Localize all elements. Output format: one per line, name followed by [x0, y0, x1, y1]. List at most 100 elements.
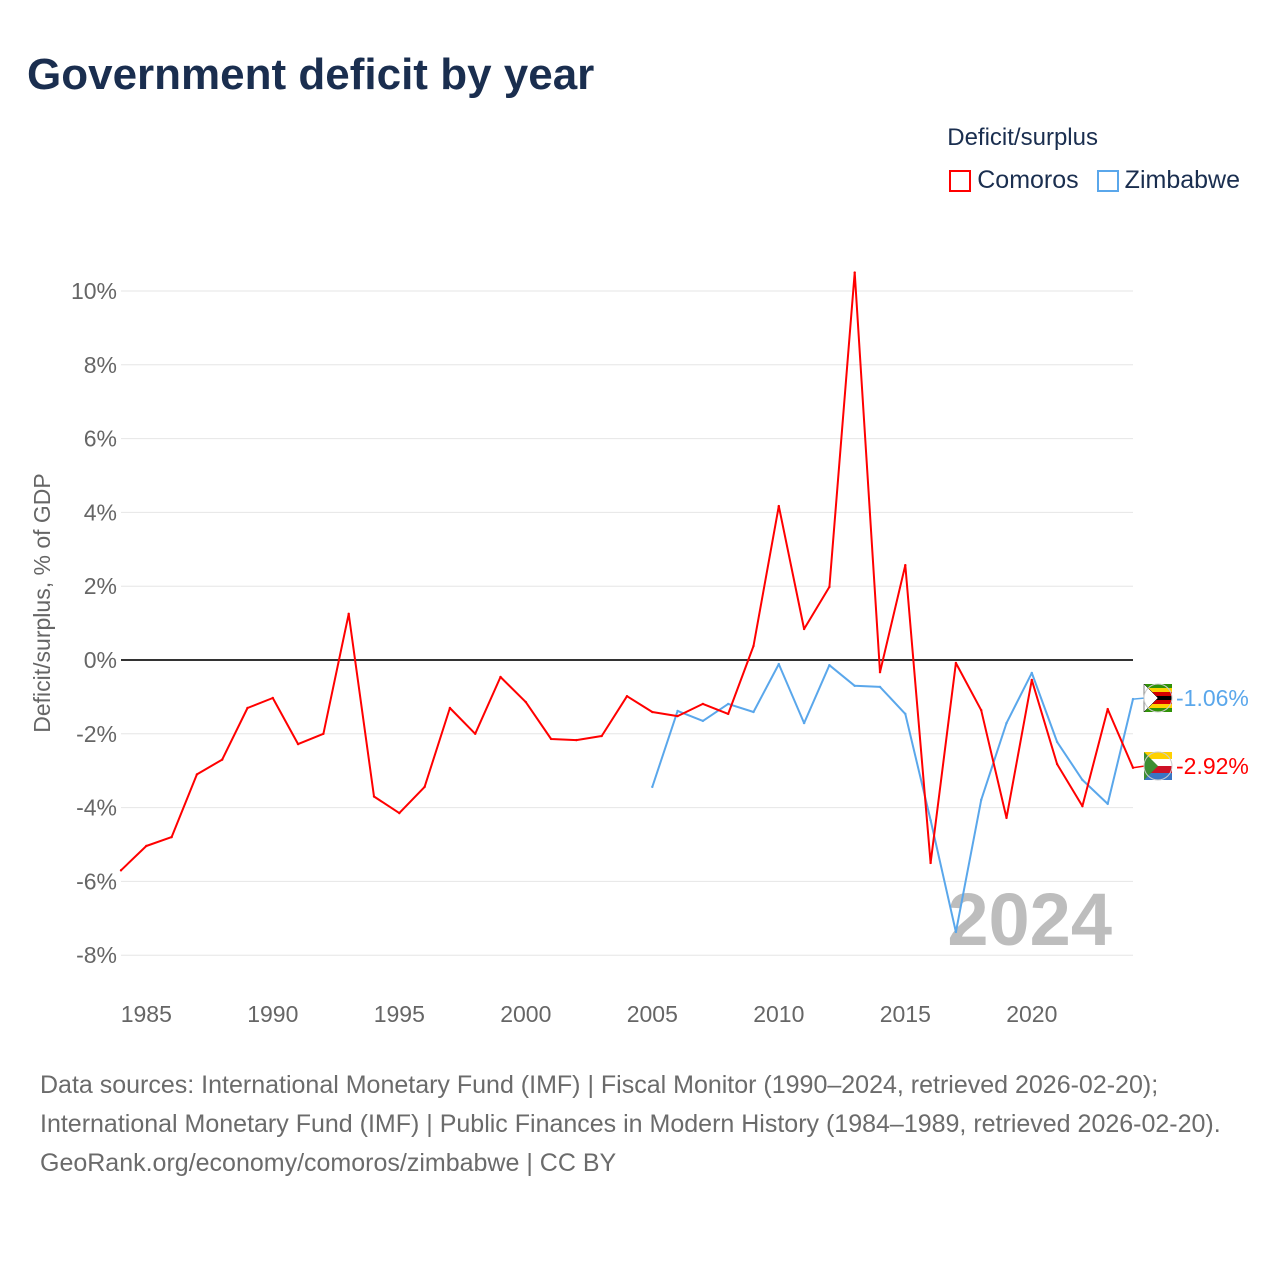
data-point-comoros: [1005, 816, 1008, 820]
y-tick-label: 0%: [84, 647, 117, 673]
footer: Data sources: International Monetary Fun…: [40, 1066, 1240, 1183]
data-point-comoros: [701, 702, 705, 706]
data-point-comoros: [904, 563, 907, 567]
data-point-comoros: [474, 732, 477, 735]
year-watermark: 2024: [947, 878, 1112, 961]
data-point-comoros: [221, 758, 224, 761]
flag-stripe: [1144, 766, 1172, 773]
x-tick-label: 2010: [753, 1001, 804, 1027]
data-point-comoros: [676, 714, 679, 718]
data-point-comoros: [575, 738, 578, 742]
data-point-comoros: [448, 706, 452, 710]
data-point-comoros: [195, 773, 199, 776]
data-point-comoros: [372, 795, 376, 798]
data-point-zimbabwe: [676, 709, 679, 713]
legend: Deficit/surplus Comoros Zimbabwe: [947, 124, 1240, 195]
flag-stripe: [1144, 684, 1172, 688]
data-point-comoros: [246, 706, 249, 710]
data-point-comoros: [600, 734, 603, 738]
data-point-comoros: [651, 710, 654, 714]
data-point-comoros: [145, 844, 148, 848]
data-point-comoros: [1055, 762, 1059, 766]
data-point-comoros: [524, 700, 527, 704]
data-point-comoros: [954, 661, 958, 665]
credit-link[interactable]: GeoRank.org/economy/comoros/zimbabwe | C…: [40, 1149, 617, 1177]
flag-stripe: [1144, 759, 1172, 766]
y-tick-label: -8%: [76, 942, 117, 968]
data-sources: Data sources: International Monetary Fun…: [40, 1071, 1221, 1138]
data-point-comoros: [752, 644, 755, 648]
data-point-comoros: [347, 612, 350, 616]
data-point-zimbabwe: [828, 663, 831, 667]
y-axis-label: Deficit/surplus, % of GDP: [29, 473, 55, 732]
data-point-comoros: [777, 504, 780, 508]
chart-title: Government deficit by year: [27, 50, 595, 99]
flag-stripe: [1144, 700, 1172, 704]
data-point-comoros: [1106, 707, 1109, 711]
y-tick-label: 6%: [84, 426, 117, 452]
y-tick-label: -2%: [76, 721, 117, 747]
legend-swatch: [949, 169, 972, 192]
data-point-comoros: [322, 732, 325, 735]
data-point-zimbabwe: [1106, 802, 1109, 806]
flag-stripe: [1144, 688, 1172, 692]
flag-icon-zimbabwe: [1143, 683, 1173, 713]
end-connector: [1132, 765, 1146, 769]
legend-label: Zimbabwe: [1124, 166, 1240, 194]
data-point-comoros: [625, 694, 629, 698]
data-point-zimbabwe: [1030, 671, 1034, 675]
data-point-comoros: [271, 696, 274, 700]
data-point-comoros: [549, 737, 553, 741]
data-point-zimbabwe: [1081, 778, 1084, 782]
data-point-comoros: [727, 712, 730, 716]
data-point-zimbabwe: [954, 930, 958, 934]
data-point-comoros: [802, 627, 806, 631]
data-point-zimbabwe: [727, 702, 730, 706]
data-point-comoros: [170, 835, 173, 839]
data-point-zimbabwe: [878, 685, 882, 689]
x-tick-label: 2020: [1006, 1001, 1057, 1027]
x-tick-label: 2005: [627, 1001, 678, 1027]
data-point-comoros: [878, 670, 882, 674]
data-point-zimbabwe: [1055, 740, 1059, 744]
data-point-zimbabwe: [904, 712, 907, 716]
legend-swatch: [1096, 169, 1119, 192]
legend-item-comoros[interactable]: Comoros: [949, 166, 1079, 195]
legend-label: Comoros: [977, 166, 1079, 194]
x-tick-label: 1995: [374, 1001, 425, 1027]
data-point-zimbabwe: [929, 818, 932, 822]
data-point-zimbabwe: [651, 785, 654, 789]
x-tick-label: 1990: [247, 1001, 298, 1027]
data-point-comoros: [499, 675, 502, 679]
legend-item-zimbabwe[interactable]: Zimbabwe: [1096, 166, 1240, 195]
data-point-zimbabwe: [752, 710, 755, 714]
data-point-comoros: [398, 811, 401, 815]
data-point-comoros: [423, 785, 426, 789]
flag-stripe: [1144, 708, 1172, 712]
x-tick-label: 1985: [121, 1001, 172, 1027]
x-tick-label: 2000: [500, 1001, 551, 1027]
y-tick-label: 4%: [84, 499, 117, 525]
y-tick-label: -4%: [76, 795, 117, 821]
y-tick-label: 2%: [84, 573, 117, 599]
data-point-comoros: [828, 585, 831, 589]
end-connector: [1132, 697, 1146, 700]
y-tick-label: -6%: [76, 868, 117, 894]
flag-stripe: [1144, 752, 1172, 759]
flag-icon-comoros: [1143, 751, 1173, 781]
data-point-zimbabwe: [777, 662, 780, 666]
flag-stripe: [1144, 704, 1172, 708]
data-point-comoros: [980, 708, 983, 712]
data-point-zimbabwe: [853, 684, 856, 688]
data-point-zimbabwe: [701, 719, 705, 723]
flag-triangle: [1144, 752, 1158, 780]
data-point-comoros: [1081, 804, 1084, 808]
data-point-zimbabwe: [980, 798, 983, 802]
flag-stripe: [1144, 773, 1172, 780]
data-point-zimbabwe: [802, 721, 806, 725]
end-value-label: -2.92%: [1176, 753, 1249, 779]
data-point-comoros: [929, 861, 932, 865]
y-tick-label: 8%: [84, 352, 117, 378]
y-tick-label: 10%: [71, 278, 117, 304]
